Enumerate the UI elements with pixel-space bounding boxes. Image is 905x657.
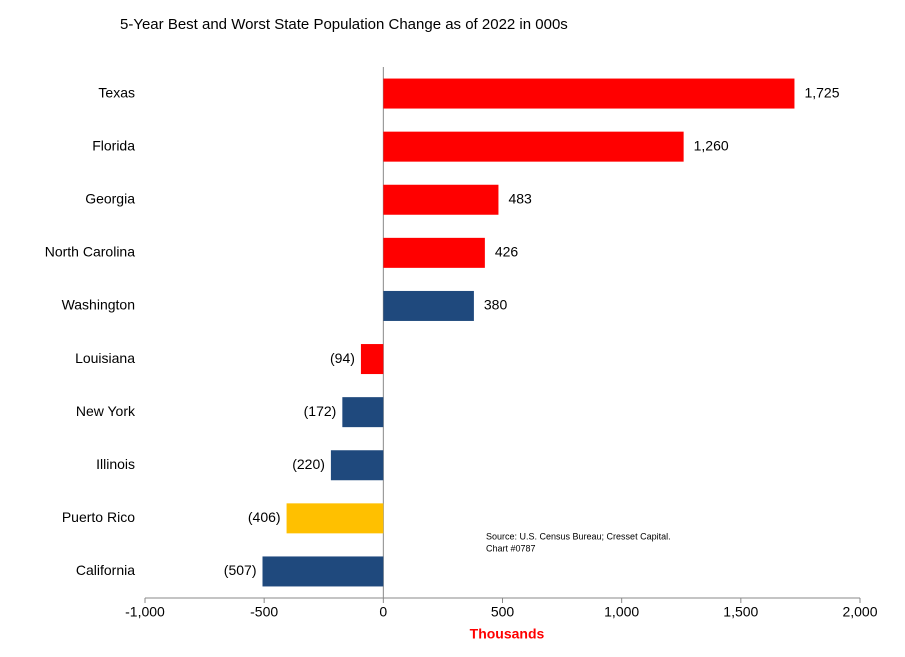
- value-label: (220): [292, 456, 325, 472]
- x-tick-label: 2,000: [842, 604, 877, 620]
- x-tick-label: 1,500: [723, 604, 758, 620]
- x-tick-label: -1,000: [125, 604, 165, 620]
- bar: [262, 556, 384, 587]
- bar: [286, 503, 384, 534]
- y-tick-label: Florida: [92, 137, 135, 153]
- y-tick-label: New York: [76, 403, 136, 419]
- x-tick-label: 0: [379, 604, 387, 620]
- bar: [383, 184, 499, 215]
- bar: [383, 131, 684, 162]
- chart-title: 5-Year Best and Worst State Population C…: [120, 16, 568, 33]
- value-label: 483: [508, 190, 532, 206]
- bar: [383, 290, 474, 321]
- bar: [383, 237, 485, 268]
- value-label: 1,260: [694, 137, 729, 153]
- x-tick-label: 1,000: [604, 604, 639, 620]
- bar: [342, 397, 384, 428]
- y-tick-label: Louisiana: [75, 350, 135, 366]
- bar: [330, 450, 384, 481]
- value-label: (507): [224, 562, 257, 578]
- y-tick-label: Puerto Rico: [62, 509, 135, 525]
- x-tick-label: 500: [491, 604, 515, 620]
- bar: [383, 78, 795, 109]
- y-tick-label: Georgia: [85, 190, 135, 206]
- value-label: (406): [248, 509, 281, 525]
- value-label: 1,725: [804, 84, 839, 100]
- source-note: Source: U.S. Census Bureau; Cresset Capi…: [486, 531, 671, 541]
- y-tick-label: California: [76, 562, 135, 578]
- value-label: (94): [330, 350, 355, 366]
- value-label: 380: [484, 297, 508, 313]
- y-tick-label: Texas: [98, 84, 135, 100]
- bar: [360, 344, 384, 375]
- y-tick-label: North Carolina: [45, 244, 135, 260]
- y-tick-label: Washington: [62, 297, 135, 313]
- value-label: 426: [495, 244, 519, 260]
- x-axis-label: Thousands: [470, 626, 545, 642]
- chart-note: Chart #0787: [486, 543, 536, 553]
- x-tick-label: -500: [250, 604, 278, 620]
- y-tick-label: Illinois: [96, 456, 135, 472]
- value-label: (172): [304, 403, 337, 419]
